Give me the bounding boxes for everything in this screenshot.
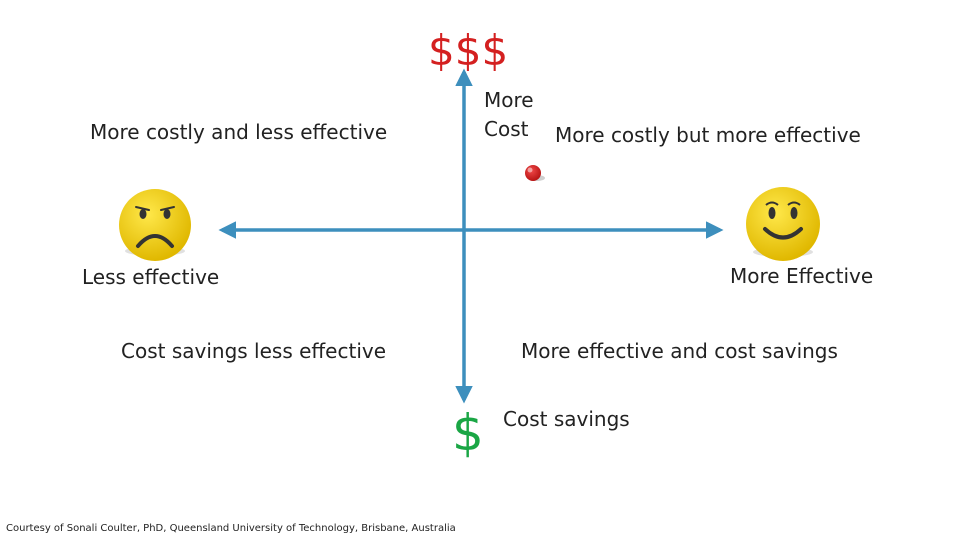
axis-left-label: Less effective (82, 265, 220, 289)
quadrant-top-right-label: More costly but more effective (555, 123, 861, 147)
quadrant-top-left-label: More costly and less effective (90, 120, 388, 144)
courtesy-credit: Courtesy of Sonali Coulter, PhD, Queensl… (6, 523, 456, 534)
happy-face-icon (746, 187, 820, 261)
axis-bottom-label: Cost savings (503, 407, 630, 431)
sad-face-icon (119, 189, 191, 261)
quadrant-bottom-right-label: More effective and cost savings (521, 339, 838, 363)
high-cost-symbol: $$$ (428, 26, 509, 75)
low-cost-symbol: $ (452, 404, 484, 462)
more-cost-line1: More (484, 88, 534, 112)
red-dot-marker (525, 165, 545, 181)
more-cost-line2: Cost (484, 117, 529, 141)
more-cost-label: More Cost (484, 86, 534, 144)
axis-right-label: More Effective (730, 264, 874, 288)
quadrant-bottom-left-label: Cost savings less effective (121, 339, 387, 363)
